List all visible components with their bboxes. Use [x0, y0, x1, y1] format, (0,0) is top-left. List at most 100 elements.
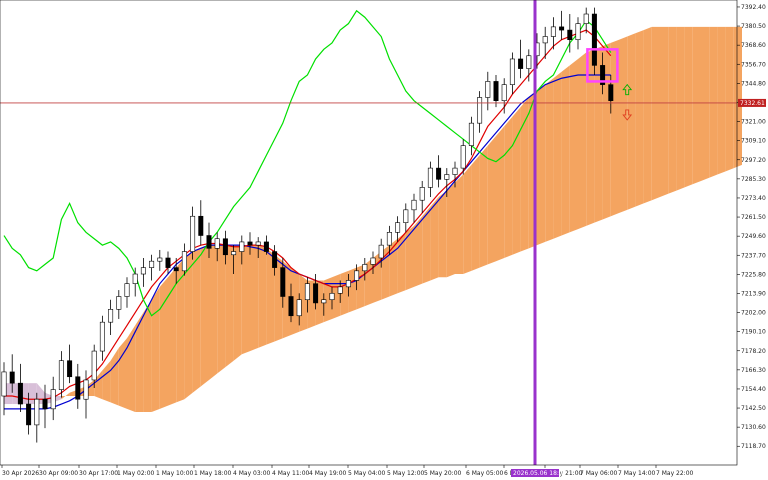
kumo-segment: [192, 248, 201, 393]
candle-body: [99, 321, 105, 352]
kumo-segment: [332, 274, 341, 319]
candle-body: [378, 244, 384, 259]
x-tick-label: 5 May 04:00: [348, 470, 386, 477]
candle-body: [124, 283, 130, 297]
candle-body: [181, 251, 187, 272]
kumo-segment: [143, 299, 152, 413]
kumo-segment: [610, 39, 619, 217]
kumo-segment: [266, 248, 275, 345]
kumo-segment: [241, 245, 250, 355]
plot-border: [0, 0, 738, 466]
kumo-segment: [520, 97, 529, 252]
kumo-segment: [553, 71, 562, 239]
candle-body: [526, 55, 532, 69]
y-tick-label: 7285.30: [741, 176, 766, 183]
x-tick-label: 6 May 21:00: [545, 470, 583, 477]
kumo-segment: [151, 286, 160, 413]
y-tick-label: 7225.80: [741, 271, 766, 278]
candle-body: [173, 267, 179, 272]
candle-body: [108, 309, 114, 323]
candle-body: [436, 167, 442, 180]
kumo-segment: [463, 164, 472, 275]
kumo-segment: [709, 26, 718, 178]
kumo-segment: [200, 245, 209, 387]
candle-body: [493, 81, 499, 101]
kumo-segment: [733, 26, 742, 169]
kumo-segment: [176, 257, 185, 403]
kumo-segment: [438, 190, 447, 278]
current-price-tag: [738, 98, 766, 107]
kumo-segment: [209, 245, 218, 380]
candle-body: [501, 84, 507, 101]
y-tick-label: 7261.50: [741, 214, 766, 221]
candle-body: [403, 209, 409, 223]
y-tick-label: 7356.70: [741, 61, 766, 68]
candle-body: [583, 13, 589, 24]
kumo-segment: [635, 30, 644, 207]
kumo-segment: [233, 245, 242, 361]
y-tick-label: 7380.50: [741, 23, 766, 30]
kumo-segment: [217, 245, 226, 374]
kumo-segment: [405, 225, 414, 291]
candle-body: [485, 81, 491, 98]
candle-body: [542, 36, 548, 44]
x-tick-label: 7 May 22:00: [656, 470, 694, 477]
kumo-segment: [159, 277, 168, 409]
candle-body: [591, 13, 597, 66]
chikou-span-line: [3, 9, 612, 317]
y-tick-label: 7344.80: [741, 80, 766, 87]
candle-body: [280, 267, 286, 297]
kumo-segment: [471, 155, 480, 271]
candle-body: [419, 187, 425, 201]
kumo-segment: [512, 107, 521, 255]
kumo-segment: [397, 232, 406, 294]
kumo-segment: [643, 26, 652, 204]
candle-body: [149, 260, 155, 268]
candle-body: [198, 215, 204, 236]
kumo-segment: [545, 78, 554, 242]
candle-body: [190, 215, 196, 252]
candle-body: [247, 241, 253, 246]
y-tick-label: 7368.60: [741, 42, 766, 49]
x-tick-label: 4 May 11:00: [272, 470, 310, 477]
candle-body: [337, 286, 343, 294]
y-tick-label: 7202.00: [741, 310, 766, 317]
kumo-segment: [619, 36, 628, 214]
kumo-segment: [446, 182, 455, 278]
kumo-segment: [504, 116, 513, 258]
candle-body: [255, 241, 261, 246]
kumo-segment: [127, 325, 136, 413]
kumo-segment: [668, 26, 677, 194]
y-tick-label: 7213.90: [741, 290, 766, 297]
kumo-segment: [225, 245, 234, 368]
x-tick-label: 5 May 12:00: [387, 470, 425, 477]
candle-body: [354, 270, 360, 281]
kumo-segment: [651, 26, 660, 201]
candle-body: [58, 360, 64, 390]
kumo-segment: [676, 26, 685, 191]
y-tick-label: 7142.50: [741, 405, 766, 412]
x-tick-label: 30 Apr 17:00: [79, 470, 118, 477]
kumo-segment: [660, 26, 669, 197]
candle-body: [304, 283, 310, 301]
candle-body: [509, 58, 515, 85]
overlays: [0, 0, 737, 465]
candle-body: [165, 257, 171, 268]
candle-body: [329, 292, 335, 301]
kumo-segment: [496, 126, 505, 262]
kumo-segment: [381, 245, 390, 300]
candle-body: [116, 296, 122, 310]
current-price-tag-label: 7332.61: [740, 100, 765, 107]
kumo-segment: [250, 245, 259, 352]
kumo-segment: [258, 245, 267, 348]
candle-body: [222, 238, 228, 256]
kumo-segment: [684, 26, 693, 188]
kumo-segment: [455, 174, 464, 275]
candles: [1, 7, 614, 443]
x-tick-label: 5 May 20:00: [424, 470, 462, 477]
x-axis: 30 Apr 2026 30 Apr 09:00 30 Apr 17:001 May…: [1, 465, 694, 477]
y-tick-label: 7190.10: [741, 329, 766, 336]
candle-body: [321, 299, 327, 304]
candle-body: [575, 23, 581, 41]
